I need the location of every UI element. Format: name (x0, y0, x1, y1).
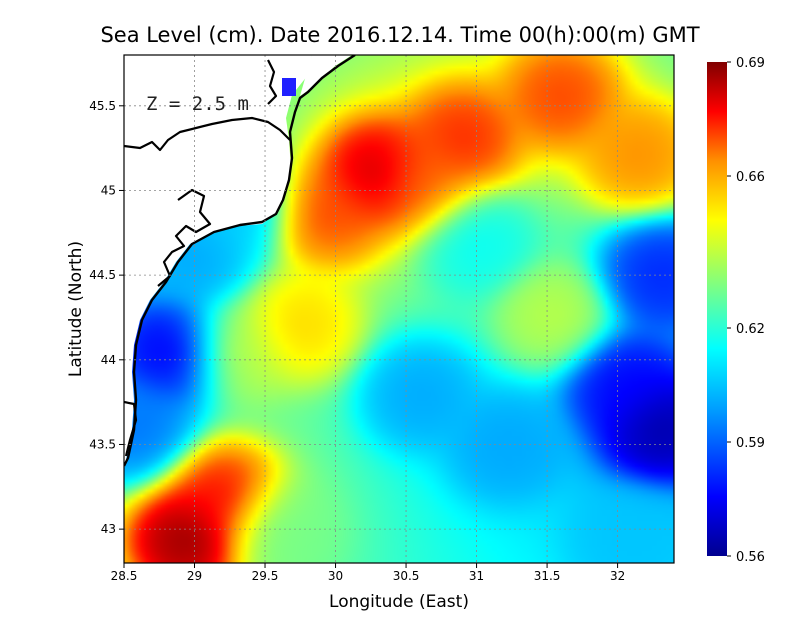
colorbar-tick-label: 0.69 (736, 56, 765, 71)
depth-label: Z = 2.5 m (146, 93, 249, 115)
plot-area: Z = 2.5 m (123, 54, 675, 564)
y-axis-label: Latitude (North) (66, 241, 86, 377)
x-tick-label: 28.5 (111, 569, 138, 583)
y-tick-label: 45 (101, 183, 116, 197)
x-axis-label: Longitude (East) (329, 592, 469, 612)
coastline (124, 55, 356, 467)
lagoon-outline (157, 188, 212, 287)
land-area-west (124, 55, 312, 470)
colorbar-ticks: 0.56 0.59 0.62 0.66 0.69 (727, 56, 765, 565)
y-tick-label: 43 (101, 522, 116, 536)
inland-boundary (124, 116, 291, 152)
colorbar-tick-label: 0.62 (736, 322, 765, 337)
plot-frame (123, 54, 675, 564)
y-tick-label: 44.5 (89, 268, 116, 282)
colorbar-tick-label: 0.59 (736, 436, 765, 451)
x-tick-label: 29.5 (252, 569, 279, 583)
x-tick-label: 30.5 (393, 569, 420, 583)
coastline-south (124, 400, 138, 457)
chart-title: Sea Level (cm). Date 2016.12.14. Time 00… (100, 23, 699, 47)
colorbar-tick-label: 0.56 (736, 550, 765, 565)
inland-boundary-2 (267, 59, 278, 105)
y-tick-label: 45.5 (89, 99, 116, 113)
x-tick-label: 31.5 (534, 569, 561, 583)
colorbar-gradient (707, 62, 727, 556)
y-tick-label: 43.5 (89, 437, 116, 451)
colorbar-tick-label: 0.66 (736, 170, 765, 185)
grid-lines (124, 55, 674, 563)
x-axis: 28.5 29 29.5 30 30.5 31 31.5 32 (111, 563, 625, 583)
x-tick-label: 32 (610, 569, 625, 583)
y-tick-label: 44 (101, 353, 116, 367)
harbor-cell (282, 78, 296, 96)
x-tick-label: 30 (328, 569, 343, 583)
x-tick-label: 29 (187, 569, 202, 583)
colorbar: 0.56 0.59 0.62 0.66 0.69 (707, 56, 765, 565)
x-tick-label: 31 (469, 569, 484, 583)
y-axis: 43 43.5 44 44.5 45 45.5 (89, 99, 124, 536)
